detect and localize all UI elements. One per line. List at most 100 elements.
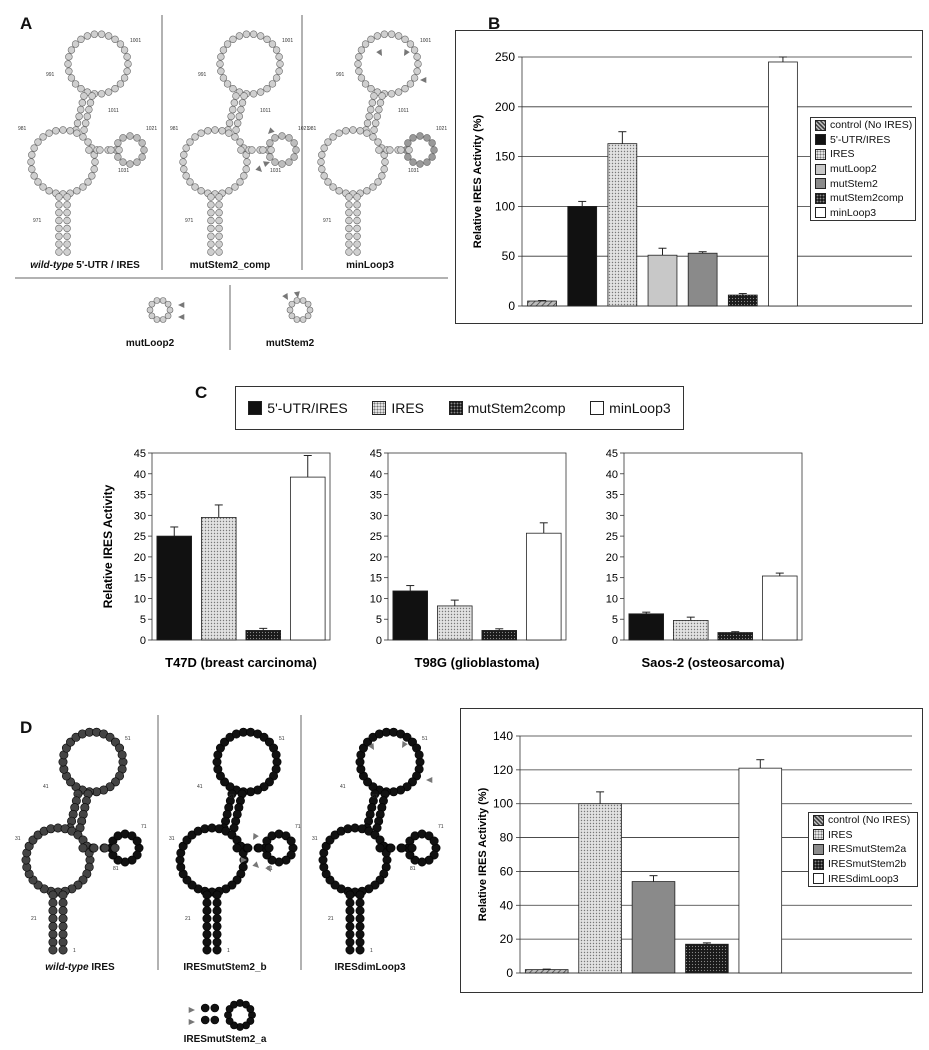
mutation-arrow-icon [426,776,433,784]
nucleotide [217,53,225,61]
nucleotide [386,146,394,154]
nucleotide [268,40,277,48]
nucleotide [179,158,187,166]
nucleotide-number: 61 [229,794,235,800]
y-tick-label: 10 [370,593,382,605]
nucleotide [353,216,361,225]
nucleotide [225,129,233,137]
nucleotide [429,836,439,846]
y-tick-label: 40 [370,469,382,481]
nucleotide [259,146,267,154]
nucleotide [202,914,212,924]
chart-c-svg: Relative IRES Activity 0 5 10 15 20 25 30 35 40 45… [101,448,803,670]
nucleotide [212,906,222,916]
nucleotide [133,158,141,166]
nucleotide [210,1003,220,1013]
nucleotide [246,1005,255,1013]
nucleotide [229,84,237,93]
nucleotide [275,53,283,61]
legend-swatch [815,207,826,219]
nucleotide [356,127,364,135]
nucleotide [202,906,212,916]
chart-b-legend: control (No IRES) 5'-UTR/IRES IRES mutLoop2… [810,117,916,222]
nucleotide [365,112,373,121]
nucleotide [115,146,123,154]
caption-iresmutstem2-b: IRESmutStem2_b [183,962,267,973]
caption-wild-type-utr: wild-type 5'-UTR / IRES [15,260,155,271]
nucleotide [45,129,53,137]
nucleotide-number: 971 [33,218,42,224]
legend-label: IRESmutStem2a [828,843,907,856]
nucleotide [374,138,382,146]
nucleotide [65,67,73,75]
bar-t47d-breast-carcinoma-5-utr-ires [156,535,193,641]
nucleotide [191,133,199,141]
legend-item-mutstem2comp: mutStem2comp [811,191,915,206]
nucleotide [45,187,53,195]
nucleotide [182,172,190,180]
nucleotide [186,178,194,186]
legend-swatch [815,192,826,204]
nucleotide-number: 71 [295,824,301,830]
legend-label: 5'-UTR/IRES [267,400,348,416]
nucleotide [207,224,215,233]
nucleotide [225,119,234,127]
mutation-arrow-icon [404,49,410,56]
nucleotide [376,99,385,107]
mutation-arrow-icon [240,856,247,864]
nucleotide [268,80,277,88]
nucleotide [236,178,244,186]
bar-iresmutstem2b [685,943,729,974]
nucleotide [159,297,167,304]
nucleotide [375,105,383,114]
bar-control-no-ires [527,300,557,307]
nucleotide [375,843,385,853]
y-tick-label: 30 [370,510,382,522]
legend-item-5-utr-ires: 5'-UTR/IRES [811,133,915,148]
nucleotide [210,1015,220,1025]
nucleotide [243,843,253,853]
nucleotide-number: 61 [372,794,378,800]
nucleotide [215,201,223,209]
y-tick-label: 0 [140,635,146,647]
rna-structure-minloop3: 1001 991 1011 1021 981 1031 971 [308,30,447,256]
nucleotide [202,890,212,900]
legend-label: IRESmutStem2b [828,858,907,871]
nucleotide [242,30,251,38]
legend-item-ires: IRES [811,147,915,162]
y-tick-label: 35 [134,490,146,502]
nucleotide [119,158,127,166]
nucleotide [64,60,72,68]
nucleotide [30,172,38,180]
nucleotide [242,165,250,173]
nucleotide [180,151,188,159]
nucleotide-number: 981 [308,126,317,132]
nucleotide [361,40,370,48]
nucleotide-number: 981 [170,126,179,132]
nucleotide [212,929,222,939]
nucleotide [153,316,161,323]
legend-label: mutStem2 [830,177,878,190]
panel-label-b: B [488,14,501,33]
nucleotide [80,126,88,134]
nucleotide [114,153,122,161]
nucleotide [63,216,71,225]
nucleotide [63,193,71,201]
nucleotide [272,74,281,82]
nucleotide [345,248,353,256]
nucleotide [65,53,73,61]
nucleotide [104,32,113,40]
nucleotide [77,35,85,44]
legend-item-ires: IRES [372,400,424,416]
nucleotide [39,133,47,141]
nucleotide [355,898,365,908]
nucleotide [345,232,353,240]
nucleotide [363,129,371,137]
legend-swatch [815,163,826,175]
nucleotide [345,224,353,233]
nucleotide [73,187,81,195]
nucleotide [114,139,122,147]
y-tick-label: 10 [134,593,146,605]
legend-swatch [448,401,463,415]
